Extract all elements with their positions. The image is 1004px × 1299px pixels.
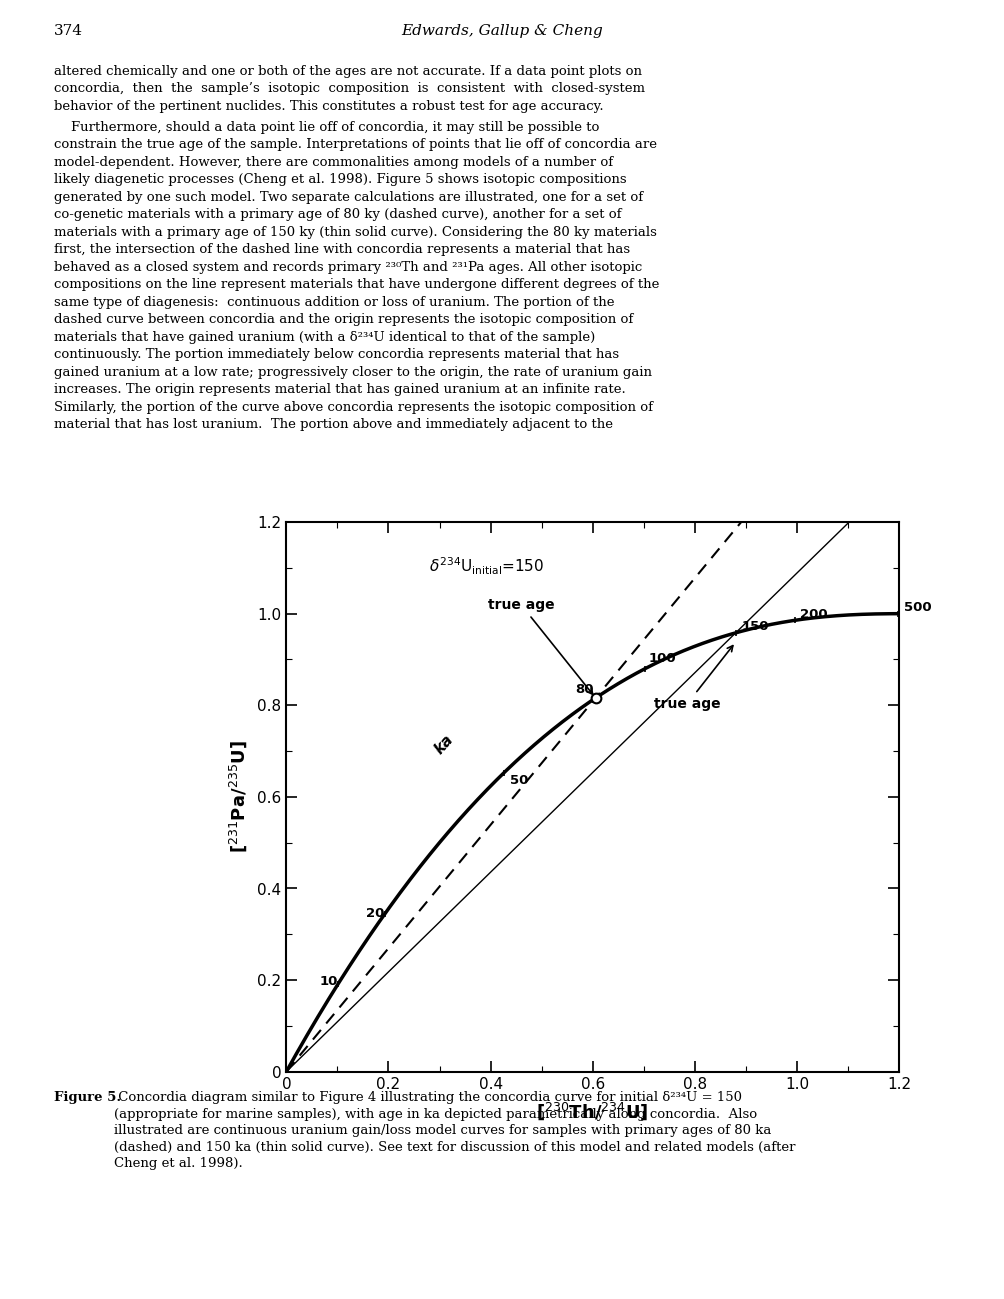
Text: true age: true age (654, 646, 732, 711)
Text: 200: 200 (800, 608, 827, 621)
Text: 10: 10 (319, 974, 338, 987)
Text: 500: 500 (903, 601, 931, 614)
Text: $\delta^{234}$U$_{\rm initial}$=150: $\delta^{234}$U$_{\rm initial}$=150 (429, 556, 544, 577)
Text: altered chemically and one or both of the ages are not accurate. If a data point: altered chemically and one or both of th… (54, 65, 645, 113)
Text: 80: 80 (574, 682, 593, 695)
Text: 150: 150 (741, 620, 768, 633)
Text: 50: 50 (509, 774, 527, 787)
Y-axis label: [$^{231}$Pa/$^{235}$U]: [$^{231}$Pa/$^{235}$U] (227, 740, 249, 853)
X-axis label: [$^{230}$Th/$^{234}$U]: [$^{230}$Th/$^{234}$U] (536, 1100, 649, 1121)
Text: ka: ka (432, 731, 457, 756)
Text: true age: true age (488, 599, 592, 695)
Text: Edwards, Gallup & Cheng: Edwards, Gallup & Cheng (402, 25, 602, 38)
Text: 374: 374 (54, 25, 83, 38)
Text: 100: 100 (649, 652, 676, 665)
Text: Furthermore, should a data point lie off of concordia, it may still be possible : Furthermore, should a data point lie off… (54, 121, 660, 431)
Text: Figure 5.: Figure 5. (54, 1091, 121, 1104)
Text: Concordia diagram similar to Figure 4 illustrating the concordia curve for initi: Concordia diagram similar to Figure 4 il… (113, 1091, 794, 1170)
Text: 20: 20 (365, 907, 384, 920)
